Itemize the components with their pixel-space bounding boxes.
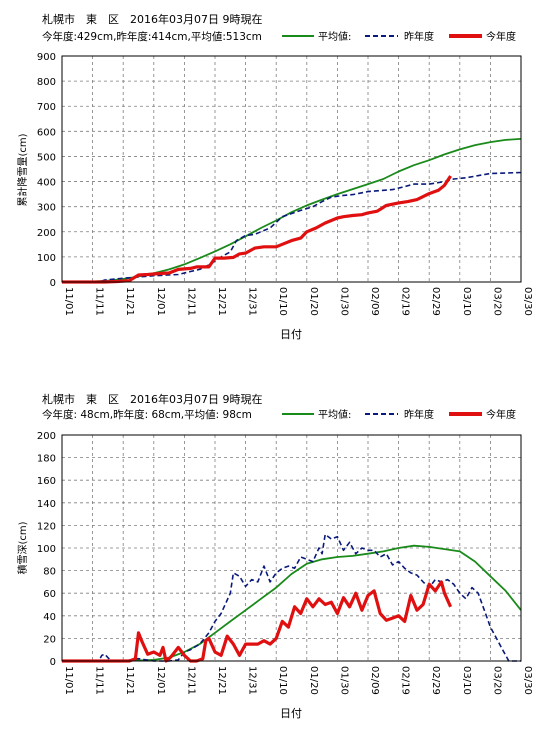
x-tick-label: 12/11	[185, 287, 196, 316]
x-tick-label: 02/29	[430, 287, 441, 316]
x-tick-label: 12/01	[155, 287, 166, 316]
y-tick-label: 600	[37, 127, 56, 138]
x-tick-label: 02/29	[430, 666, 441, 695]
x-tick-label: 12/31	[247, 287, 258, 316]
legend-avg-label: 平均値:	[318, 408, 351, 421]
x-tick-label: 12/31	[247, 666, 258, 695]
y-tick-label: 0	[50, 657, 56, 668]
x-tick-label: 11/21	[124, 666, 135, 695]
y-tick-label: 200	[37, 431, 56, 442]
y-tick-label: 800	[37, 77, 56, 88]
x-tick-label: 01/10	[277, 666, 288, 695]
series-line-dashed-navy	[62, 171, 522, 283]
chart1-title: 札幌市 東 区 2016年03月07日 9時現在	[42, 12, 262, 26]
cumulative-snowfall-chart: 札幌市 東 区 2016年03月07日 9時現在 今年度:429cm,昨年度:4…	[16, 12, 533, 341]
y-tick-label: 100	[37, 253, 56, 264]
series-line-solid-red	[62, 175, 452, 284]
x-tick-label: 03/30	[522, 666, 533, 695]
x-tick-label: 01/20	[308, 666, 319, 695]
x-tick-label: 03/10	[461, 287, 472, 316]
legend-last-year-label: 昨年度	[404, 408, 434, 421]
chart2-series	[62, 533, 522, 663]
chart2-x-ticks: 11/01 11/11 11/21 12/01 12/11 12/21 12/31 01/10…	[63, 666, 533, 695]
legend-avg-label: 平均値:	[318, 30, 351, 43]
chart2-ylabel: 積雪深(cm)	[16, 521, 29, 574]
chart1-plot-frame	[61, 55, 522, 283]
x-tick-label: 03/10	[461, 666, 472, 695]
chart1-series	[62, 138, 522, 284]
y-tick-label: 900	[37, 52, 56, 63]
y-tick-label: 20	[43, 634, 56, 645]
legend-this-year-label: 今年度	[486, 408, 516, 421]
chart1-ylabel: 累計降雪量(cm)	[16, 133, 29, 206]
y-tick-label: 200	[37, 228, 56, 239]
y-tick-label: 300	[37, 203, 56, 214]
x-tick-label: 11/01	[63, 287, 74, 316]
series-line-solid-green	[62, 138, 522, 283]
x-tick-label: 12/21	[216, 287, 227, 316]
y-tick-label: 100	[37, 544, 56, 555]
x-tick-label: 02/19	[400, 287, 411, 316]
x-tick-label: 01/20	[308, 287, 319, 316]
x-tick-label: 03/20	[491, 287, 502, 316]
y-tick-label: 60	[43, 589, 56, 600]
series-line-solid-green	[62, 544, 522, 662]
x-tick-label: 12/21	[216, 666, 227, 695]
chart2-title: 札幌市 東 区 2016年03月07日 9時現在	[42, 392, 262, 406]
x-tick-label: 01/10	[277, 287, 288, 316]
x-tick-label: 03/30	[522, 287, 533, 316]
series-line-solid-red	[62, 580, 453, 663]
x-tick-label: 12/11	[185, 666, 196, 695]
legend-last-year-label: 昨年度	[404, 30, 434, 43]
x-tick-label: 03/20	[491, 666, 502, 695]
x-tick-label: 12/01	[155, 666, 166, 695]
y-tick-label: 120	[37, 521, 56, 532]
x-tick-label: 02/09	[369, 287, 380, 316]
x-tick-label: 02/19	[400, 666, 411, 695]
y-tick-label: 700	[37, 102, 56, 113]
chart2-subtitle: 今年度: 48cm,昨年度: 68cm,平均値: 98cm	[42, 408, 252, 421]
chart1-xlabel: 日付	[280, 328, 302, 341]
chart2-legend: 平均値: 昨年度 今年度	[282, 408, 516, 421]
chart2-xlabel: 日付	[280, 707, 302, 720]
legend-this-year-label: 今年度	[486, 30, 516, 43]
y-tick-label: 400	[37, 178, 56, 189]
chart1-legend: 平均値: 昨年度 今年度	[282, 30, 516, 43]
y-tick-label: 180	[37, 454, 56, 465]
series-line-dashed-navy	[62, 533, 521, 662]
y-tick-label: 140	[37, 499, 56, 510]
x-tick-label: 11/11	[94, 287, 105, 316]
y-tick-label: 0	[50, 278, 56, 289]
chart1-y-ticks: 0 100 200 300 400 500 600 700 800 900	[37, 52, 56, 289]
chart2-plot-frame	[61, 434, 522, 662]
x-tick-label: 02/09	[369, 666, 380, 695]
x-tick-label: 11/01	[63, 666, 74, 695]
y-tick-label: 160	[37, 476, 56, 487]
y-tick-label: 40	[43, 612, 56, 623]
y-tick-label: 80	[43, 567, 56, 578]
x-tick-label: 11/21	[124, 287, 135, 316]
chart1-x-ticks: 11/01 11/11 11/21 12/01 12/11 12/21 12/31 01/10…	[63, 287, 533, 316]
chart2-y-ticks: 0 20 40 60 80 100 120 140 160 180 200	[37, 431, 56, 668]
chart1-grid	[62, 56, 521, 282]
chart2-grid	[62, 435, 521, 661]
x-tick-label: 01/30	[338, 287, 349, 316]
y-tick-label: 500	[37, 152, 56, 163]
x-tick-label: 11/11	[94, 666, 105, 695]
chart1-subtitle: 今年度:429cm,昨年度:414cm,平均値:513cm	[42, 30, 262, 43]
snow-depth-chart: 札幌市 東 区 2016年03月07日 9時現在 今年度: 48cm,昨年度: …	[16, 392, 533, 720]
x-tick-label: 01/30	[338, 666, 349, 695]
